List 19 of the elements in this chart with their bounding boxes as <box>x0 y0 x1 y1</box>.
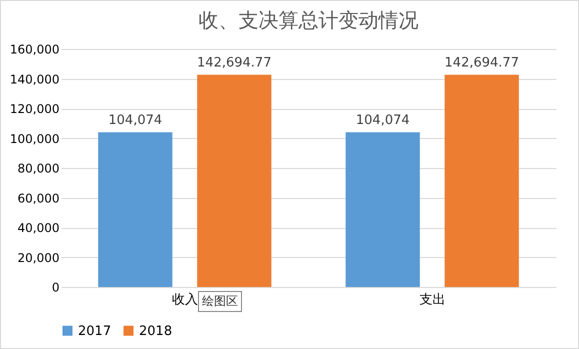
y-tick-label: 0 <box>52 280 60 294</box>
y-tick-label: 80,000 <box>18 162 60 176</box>
y-tick-label: 100,000 <box>10 132 60 146</box>
data-label: 142,694.77 <box>197 56 272 71</box>
text: 绘图区 <box>198 291 242 312</box>
y-tick-label: 120,000 <box>10 102 60 116</box>
y-tick-label: 140,000 <box>10 72 60 86</box>
data-label: 142,694.77 <box>444 56 519 71</box>
legend-label: 2017 <box>78 324 112 339</box>
x-tick-label: 支出 <box>419 292 446 308</box>
y-tick-label: 60,000 <box>18 191 60 206</box>
legend-label: 2018 <box>139 324 172 339</box>
chart-title: 收、支决算总计变动情况 <box>198 8 418 32</box>
y-tick-label: 20,000 <box>18 250 60 265</box>
x-tick-label: 收入 <box>172 292 198 308</box>
y-tick-label: 160,000 <box>10 42 60 56</box>
y-tick-label: 40,000 <box>18 221 60 235</box>
data-label: 104,074 <box>356 113 410 128</box>
data-label: 104,074 <box>108 113 162 128</box>
